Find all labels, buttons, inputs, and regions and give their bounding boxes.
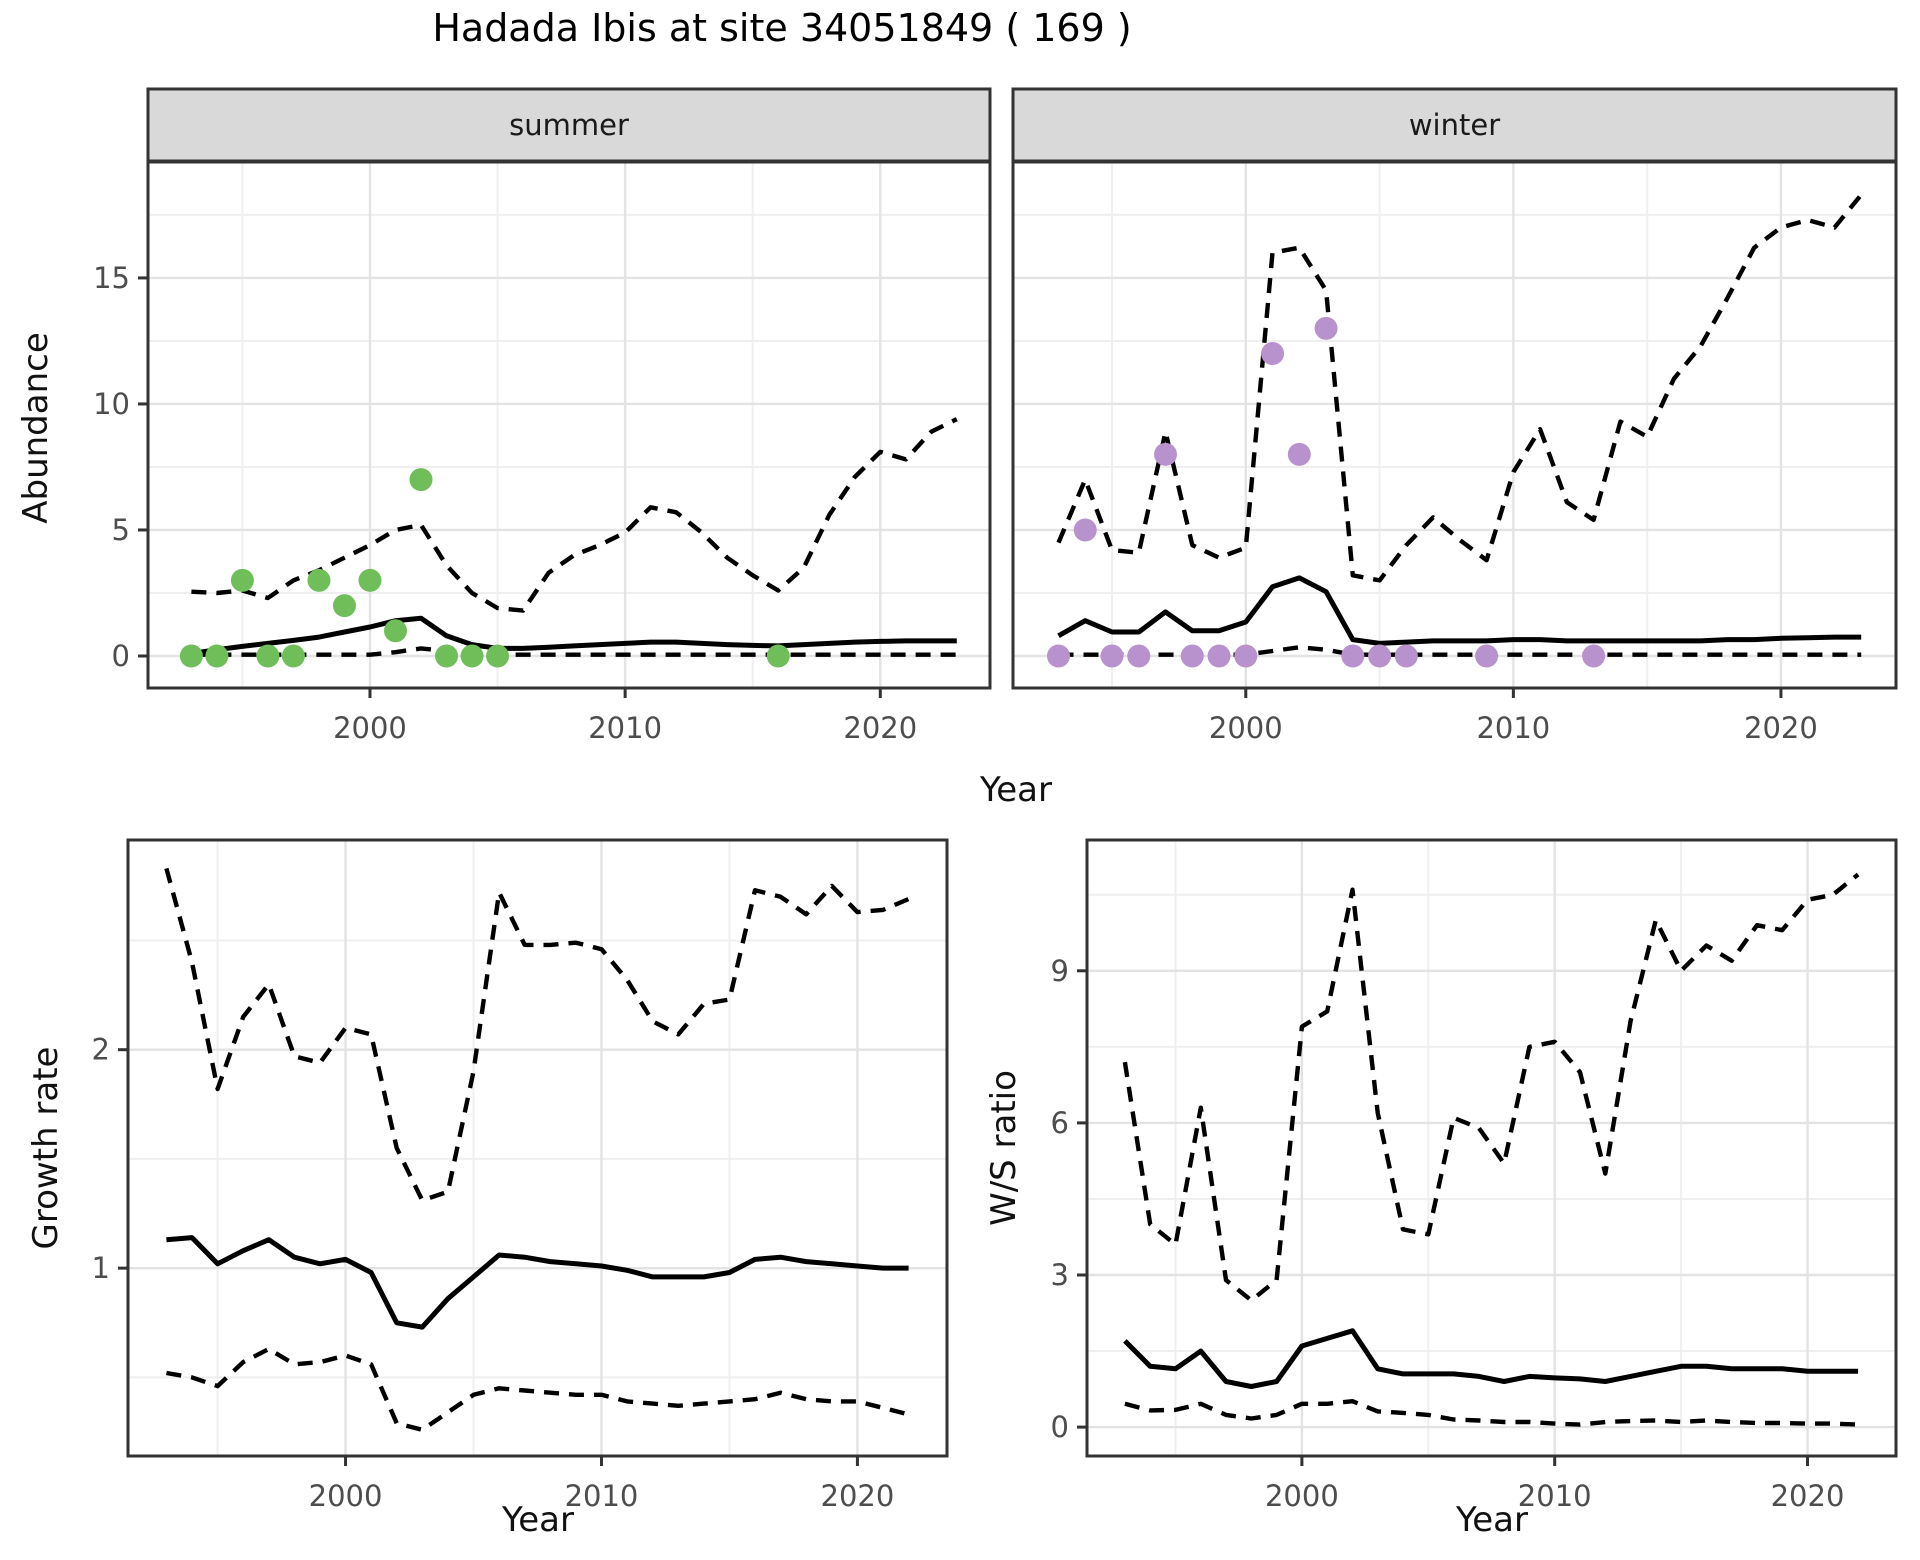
panel-series-winter	[1046, 193, 1863, 668]
panel-border	[126, 838, 949, 1458]
obs-point	[332, 594, 356, 618]
panel-series-w-s-ratio	[1122, 872, 1860, 1427]
obs-point	[179, 644, 203, 668]
x-tick-label: 2010	[1518, 1479, 1592, 1513]
obs-point	[460, 644, 484, 668]
ci-line-ci_upper_97.5	[164, 867, 910, 1203]
x-tick-label: 2020	[1744, 711, 1818, 745]
median-line-median	[166, 1235, 909, 1330]
obs-point	[230, 568, 254, 592]
x-axis-title-ws-ratio: Year	[1456, 1500, 1528, 1540]
x-tick-label: 2010	[565, 1479, 639, 1513]
y-tick-label: 0	[112, 639, 130, 673]
obs-point	[1154, 442, 1178, 466]
obs-point	[1394, 644, 1418, 668]
obs-point	[1582, 644, 1606, 668]
obs-point	[205, 644, 229, 668]
panel-background	[1013, 162, 1896, 688]
y-tick-label: 9	[1051, 954, 1069, 988]
x-axis-title-top: Year	[980, 770, 1052, 810]
x-tick-label: 2000	[1209, 711, 1283, 745]
obs-point	[1100, 644, 1124, 668]
x-tick-label: 2020	[1771, 1479, 1845, 1513]
obs-point	[1287, 442, 1311, 466]
median-line-median	[1057, 575, 1862, 646]
obs-point	[1207, 644, 1231, 668]
x-tick-label: 2000	[309, 1479, 383, 1513]
obs-point	[435, 644, 459, 668]
obs-point	[383, 619, 407, 643]
figure-title: Hadada Ibis at site 34051849 ( 169 )	[432, 6, 1132, 50]
y-tick-label: 6	[1051, 1106, 1069, 1140]
y-tick-label: 2	[92, 1033, 110, 1067]
obs-point	[358, 568, 382, 592]
y-tick-label: 3	[1051, 1258, 1069, 1292]
obs-point	[1180, 644, 1204, 668]
obs-point	[1261, 342, 1285, 366]
y-axis-title-ws-ratio: W/S ratio	[984, 1070, 1024, 1226]
y-tick-label: 0	[1051, 1410, 1069, 1444]
x-tick-label: 2010	[588, 711, 662, 745]
facet-strip-label-summer: summer	[509, 108, 629, 142]
obs-point	[486, 644, 510, 668]
facet-strip	[1011, 87, 1898, 163]
y-tick-label: 10	[93, 387, 130, 421]
median-line-median	[1123, 1328, 1859, 1389]
obs-point	[1475, 644, 1499, 668]
ci-line-ci_lower_2.5	[1124, 1399, 1859, 1427]
obs-point	[1341, 644, 1365, 668]
obs-point	[1127, 644, 1151, 668]
x-tick-label: 2020	[843, 711, 917, 745]
y-tick-label: 15	[93, 261, 130, 295]
panel-border	[1085, 838, 1898, 1458]
y-axis-title-abundance: Abundance	[16, 332, 56, 524]
obs-point	[766, 644, 790, 668]
panel-background	[128, 840, 947, 1456]
x-tick-label: 2000	[1265, 1479, 1339, 1513]
y-tick-label: 5	[112, 513, 130, 547]
obs-point	[1046, 644, 1070, 668]
panel-series-growth-rate	[164, 867, 910, 1432]
y-axis-title-growth-rate: Growth rate	[26, 1046, 66, 1250]
x-axis-title-growth-rate: Year	[502, 1500, 574, 1540]
facet-strip	[146, 87, 992, 163]
obs-point	[1314, 316, 1338, 340]
facet-strip-label-winter: winter	[1409, 108, 1500, 142]
panel-background	[148, 162, 990, 688]
ci-line-ci_lower_2.5	[191, 646, 957, 657]
panel-series-summer	[179, 417, 958, 668]
obs-point	[1073, 518, 1097, 542]
obs-point	[307, 568, 331, 592]
x-tick-label: 2010	[1476, 711, 1550, 745]
obs-point	[409, 468, 433, 492]
median-line-median	[191, 615, 957, 656]
obs-point	[1234, 644, 1258, 668]
x-tick-label: 2000	[333, 711, 407, 745]
ci-line-ci_upper_97.5	[1122, 872, 1860, 1303]
ci-line-ci_upper_97.5	[1056, 193, 1863, 583]
y-tick-label: 1	[92, 1251, 110, 1285]
x-tick-label: 2020	[821, 1479, 895, 1513]
obs-point	[256, 644, 280, 668]
obs-point	[1368, 644, 1392, 668]
obs-point	[281, 644, 305, 668]
panel-background	[1087, 840, 1896, 1456]
